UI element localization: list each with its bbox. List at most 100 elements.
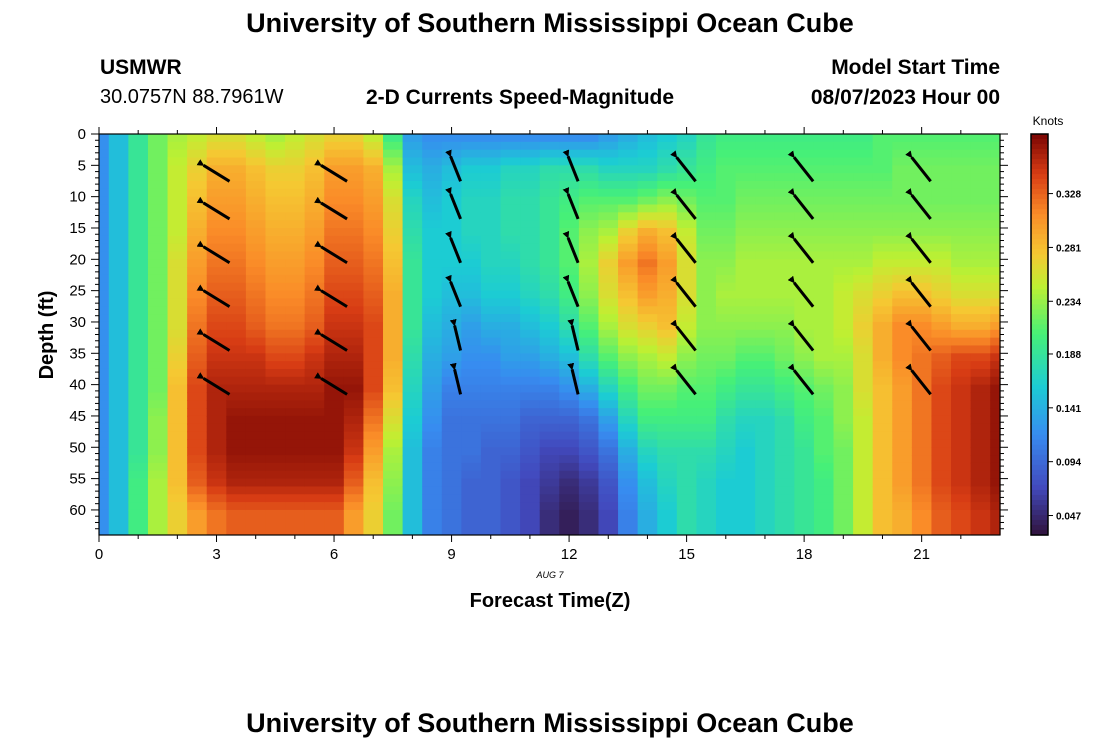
heatmap-cell [441,353,462,362]
current-vector-arrow [567,318,580,351]
heatmap-cell [187,321,208,331]
heatmap-cell [618,251,639,260]
heatmap-cell [304,486,325,495]
heatmap-cell [578,400,600,409]
heatmap-cell [500,314,521,323]
heatmap-cell [892,415,913,425]
heatmap-cell [285,157,306,166]
heatmap-cell [265,204,286,213]
heatmap-cell [911,298,933,307]
colorbar-segment [1031,354,1048,361]
heatmap-cell [637,141,658,151]
colorbar-segment [1031,424,1048,431]
heatmap-cell [108,235,129,245]
heatmap-cell [657,235,678,245]
heatmap-cell [578,509,600,535]
heatmap-cell [872,134,893,143]
heatmap-cell [304,376,325,386]
colorbar-segment [1031,419,1048,426]
heatmap-cell [833,134,854,143]
heatmap-cell [206,439,227,448]
heatmap-cell [578,494,600,503]
heatmap-cell [755,447,776,456]
heatmap-cell [402,376,423,386]
heatmap-cell [618,376,639,386]
heatmap-cell [285,337,306,347]
heatmap-cell [853,157,874,166]
heatmap-cell [285,478,306,488]
y-tick-label: 10 [69,189,86,206]
heatmap-cell [226,251,247,260]
heatmap-cell [637,384,658,394]
heatmap-cell [578,157,600,166]
heatmap-cell [383,494,404,503]
colorbar-segment [1031,444,1048,451]
heatmap-cell [304,455,325,464]
heatmap-cell [383,470,404,480]
heatmap-cell [755,282,776,292]
heatmap-cell [343,455,365,464]
model-start-label: Model Start Time [831,56,1000,79]
heatmap-cell [813,298,835,307]
heatmap-cell [696,392,717,401]
heatmap-cell [598,455,619,464]
heatmap-cell [363,157,384,166]
heatmap-cell [951,400,972,409]
heatmap-cell [833,384,854,394]
heatmap-cell [383,267,404,276]
heatmap-cell [735,478,756,488]
current-vector-arrow [905,231,932,264]
heatmap-cell [813,134,835,143]
heatmap-cell [657,141,678,151]
heatmap-cell [304,212,325,221]
heatmap-cell [461,196,482,206]
heatmap-cell [363,267,384,276]
heatmap-cell [853,462,874,472]
heatmap-cell [265,447,286,456]
heatmap-cell [206,509,227,535]
heatmap-cell [187,314,208,323]
heatmap-cell [206,384,227,394]
heatmap-cell [951,290,972,300]
heatmap-cell [931,353,952,362]
heatmap-cell [108,494,129,503]
heatmap-cell [892,212,913,221]
heatmap-cell [833,376,854,386]
heatmap-cell [931,486,952,495]
heatmap-cell [187,486,208,495]
heatmap-cell [265,141,286,151]
heatmap-cell [285,353,306,362]
heatmap-cell [245,165,267,174]
heatmap-cell [245,141,267,151]
heatmap-cell [892,384,913,394]
heatmap-cell [206,415,227,425]
heatmap-cell [383,408,404,417]
heatmap-cell [324,212,345,221]
heatmap-cell [363,212,384,221]
heatmap-cell [520,439,541,448]
heatmap-cell [598,408,619,417]
heatmap-cell [363,415,384,425]
heatmap-cell [735,188,756,198]
heatmap-cell [265,361,286,370]
heatmap-cell [715,259,737,268]
heatmap-cell [324,478,345,488]
heatmap-cell [598,478,619,488]
heatmap-cell [99,423,110,433]
heatmap-cell [99,400,110,409]
heatmap-cell [108,470,129,480]
heatmap-cell [911,494,933,503]
heatmap-cell [99,376,110,386]
heatmap-cell [794,431,815,441]
chart-subtitle: 2-D Currents Speed-Magnitude [366,86,675,109]
heatmap-cell [872,243,893,253]
heatmap-cell [147,494,169,503]
heatmap-cell [872,509,893,535]
heatmap-cell [187,408,208,417]
heatmap-cell [539,204,560,213]
heatmap-cell [520,212,541,221]
heatmap-cell [343,329,365,339]
heatmap-cell [539,227,560,237]
heatmap-cell [657,259,678,268]
heatmap-cell [931,235,952,245]
